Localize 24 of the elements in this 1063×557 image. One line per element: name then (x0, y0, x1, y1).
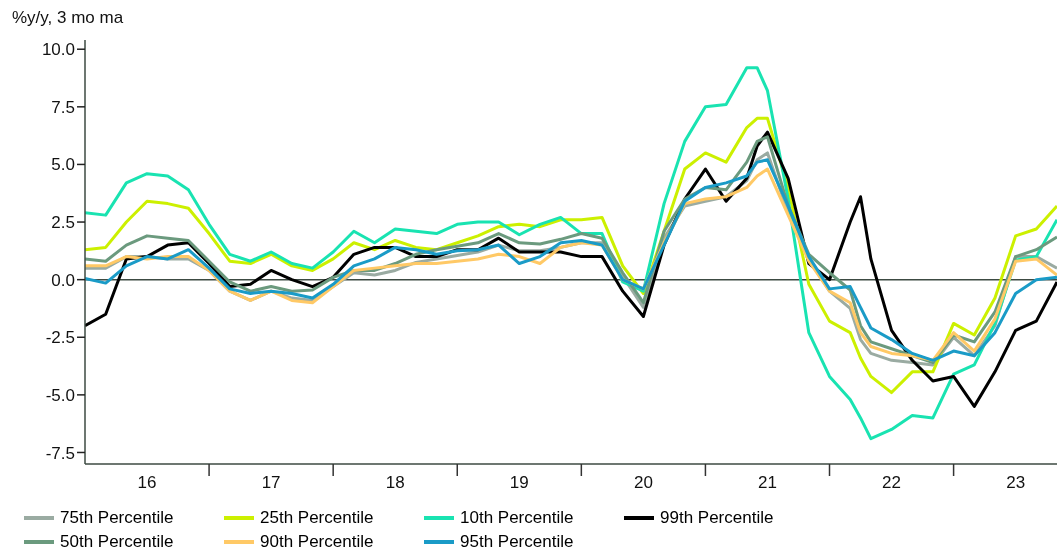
y-tick-label: 5.0 (51, 155, 75, 175)
y-tick-label: 0.0 (51, 270, 75, 290)
y-tick-label: -2.5 (45, 328, 75, 348)
x-tick-label: 18 (385, 473, 405, 492)
y-tick-label: 10.0 (41, 40, 75, 60)
legend-label: 95th Percentile (460, 532, 574, 552)
legend-label: 10th Percentile (460, 508, 574, 528)
y-tick-label: -5.0 (45, 385, 75, 405)
x-tick-label: 23 (1006, 473, 1026, 492)
x-tick-label: 17 (261, 473, 281, 492)
legend-label: 99th Percentile (660, 508, 774, 528)
x-tick-label: 21 (758, 473, 777, 492)
y-tick-label: 7.5 (51, 97, 75, 117)
x-tick-label: 16 (137, 473, 157, 492)
x-tick-label: 20 (633, 473, 653, 492)
y-tick-label: 2.5 (51, 213, 75, 233)
x-tick-label: 19 (509, 473, 529, 492)
y-axis-title: %y/y, 3 mo ma (11, 8, 125, 29)
legend-label: 25th Percentile (260, 508, 374, 528)
legend-label: 50th Percentile (60, 532, 174, 552)
x-tick-label: 22 (882, 473, 902, 492)
legend-label: 90th Percentile (260, 532, 374, 552)
legend-label: 75th Percentile (60, 508, 174, 528)
y-tick-label: -7.5 (45, 443, 75, 463)
